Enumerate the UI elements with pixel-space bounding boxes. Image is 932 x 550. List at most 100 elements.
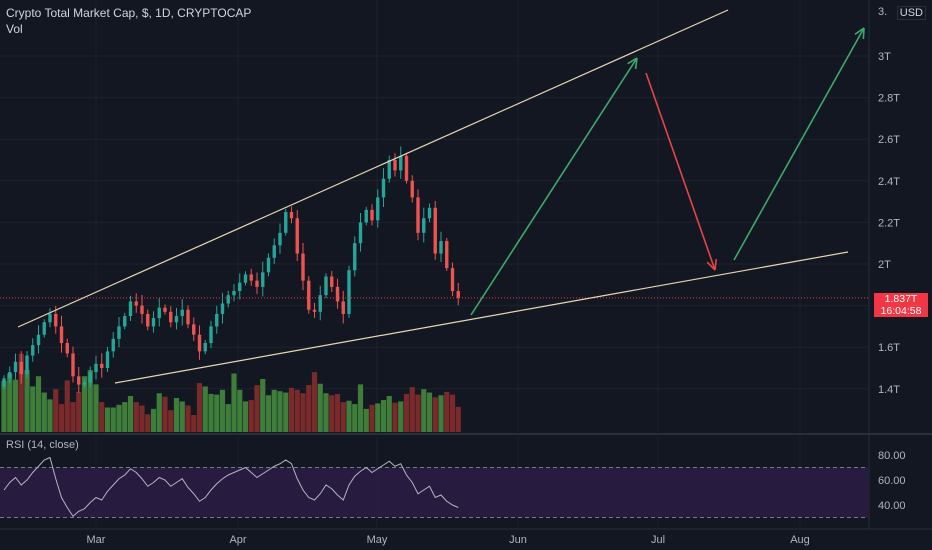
candle-body (456, 291, 460, 298)
volume-bar (219, 389, 226, 432)
volume-bar (306, 385, 312, 432)
volume-bar (242, 401, 249, 432)
candle-body (151, 318, 156, 327)
candle-body (123, 316, 127, 327)
volume-bar (323, 393, 329, 432)
candle-body (364, 209, 368, 223)
axes: 1.4T1.6T1.8T2T2.2T2.4T2.6T2.8T3T40.0060.… (87, 51, 906, 546)
candle-body (94, 363, 98, 373)
volume-bar (283, 392, 289, 432)
volume-bar (116, 404, 122, 432)
volume-bar (64, 380, 70, 432)
time-tick-label: Jul (651, 534, 665, 546)
candle-body (54, 313, 58, 327)
candle-body (422, 218, 426, 233)
volume-bar (47, 399, 53, 432)
countdown-tag: 16:04:58 (874, 305, 928, 317)
time-tick-label: Jun (509, 534, 527, 546)
volume-bar (248, 400, 254, 432)
volume-bar (214, 394, 220, 432)
candle-body (272, 245, 276, 258)
candle-body (261, 272, 265, 287)
volume-bar (179, 401, 185, 432)
volume-bar (191, 415, 197, 432)
candle-body (353, 243, 357, 271)
volume-bar (145, 414, 151, 432)
candle-body (249, 274, 253, 281)
candle-body (255, 280, 259, 287)
volume-bar (139, 405, 145, 432)
candle-body (128, 301, 133, 316)
projection-arrow-down (645, 72, 716, 271)
volume-bar (398, 401, 404, 432)
time-tick-label: Aug (790, 534, 810, 546)
volume-bar (41, 392, 47, 432)
candle-body (450, 268, 455, 292)
volume-bar (340, 402, 346, 432)
last-price-tag: 1.837T (874, 293, 928, 305)
projection-arrow-up-1-head (634, 57, 638, 70)
candle-body (318, 295, 322, 312)
volume-bar (208, 393, 214, 432)
chart-title: Crypto Total Market Cap, $, 1D, CRYPTOCA… (6, 6, 252, 20)
volume-bar (24, 370, 30, 432)
price-axis-top-label: 3. (878, 6, 888, 18)
price-tick-label: 3T (878, 51, 891, 63)
price-tick-label: 2.4T (878, 176, 900, 188)
volume-bar (110, 407, 116, 432)
candles (0, 146, 868, 394)
currency-badge[interactable]: USD (896, 6, 926, 20)
volume-bar (18, 353, 24, 432)
candle-body (174, 316, 179, 323)
candle-body (105, 351, 110, 368)
volume-bar (104, 407, 111, 432)
candle-body (416, 197, 420, 233)
candle-body (410, 180, 414, 198)
candle-body (48, 313, 52, 323)
candle-body (312, 309, 317, 312)
rsi-tick-label: 60.00 (878, 475, 906, 487)
volume-bar (93, 384, 99, 432)
volume-bar (202, 386, 208, 432)
volume-bar (150, 408, 157, 432)
candle-body (36, 334, 41, 346)
volume-bar (237, 389, 243, 432)
candle-body (163, 307, 167, 312)
volume-bar (260, 378, 266, 432)
volume-bar (173, 398, 180, 432)
volume-bar (70, 402, 76, 432)
volume-bar (346, 400, 352, 432)
volume-bar (438, 395, 444, 432)
projection-arrow-up-1-head (627, 57, 638, 65)
volume-bar (329, 395, 335, 432)
volume-bar (7, 373, 13, 432)
volume-bar (403, 393, 410, 432)
time-tick-label: Mar (87, 534, 106, 546)
volume-bar (35, 376, 42, 432)
candle-body (31, 345, 35, 356)
volume-bar (432, 397, 438, 432)
candle-body (169, 311, 173, 323)
candle-body (381, 178, 386, 198)
candle-body (295, 218, 299, 254)
candle-body (376, 197, 380, 221)
chart-grid (0, 0, 932, 530)
candle-body (370, 209, 374, 221)
candle-body (289, 212, 294, 219)
volume-bar (375, 403, 381, 432)
volume-bar (225, 404, 231, 432)
volume-bar (363, 408, 369, 432)
candle-body (387, 160, 391, 179)
projection-arrow-down-head (714, 258, 718, 271)
candle-body (77, 376, 81, 385)
volume-bar (58, 404, 65, 432)
candle-body (209, 326, 213, 344)
candle-body (347, 270, 351, 314)
candle-body (399, 155, 403, 171)
candle-body (88, 372, 92, 383)
volume-bar (81, 376, 88, 432)
volume-bar (53, 389, 59, 432)
candle-body (220, 303, 225, 314)
candle-body (42, 322, 46, 335)
